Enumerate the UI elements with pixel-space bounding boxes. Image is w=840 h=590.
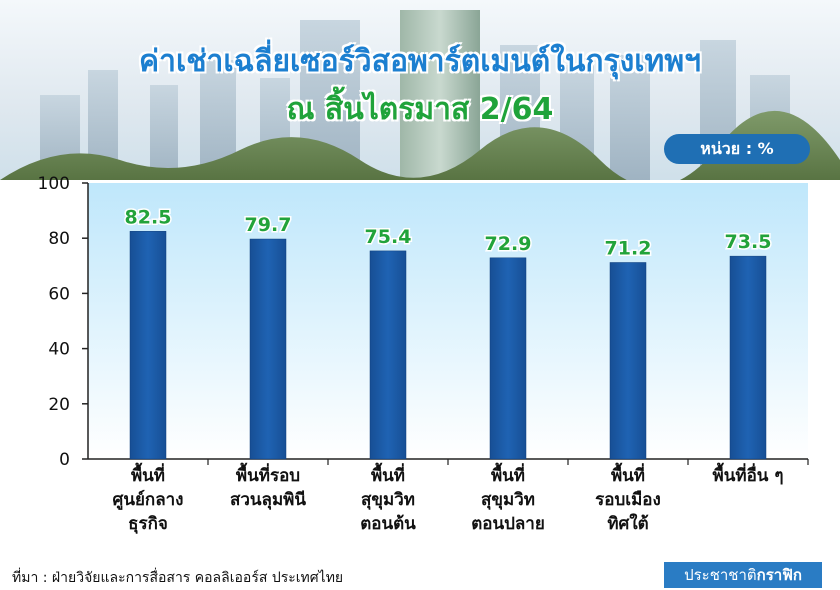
value-label: 72.9 bbox=[485, 233, 532, 255]
unit-badge: หน่วย : % bbox=[664, 134, 810, 164]
y-tick-label: 60 bbox=[48, 284, 70, 304]
x-tick-label: ตอนต้น bbox=[360, 514, 416, 534]
bar bbox=[129, 231, 167, 460]
y-tick-label: 0 bbox=[59, 450, 70, 470]
value-label: 79.7 bbox=[245, 214, 292, 236]
plot-background bbox=[88, 183, 808, 459]
y-tick-label: 40 bbox=[48, 340, 70, 360]
brand-part2: กราฟิก bbox=[756, 566, 802, 584]
brand-logo: ประชาชาติกราฟิก bbox=[664, 562, 822, 588]
x-tick-label: พื้นที่รอบ bbox=[236, 462, 300, 486]
x-tick-label: พื้นที่ bbox=[611, 462, 645, 486]
x-tick-label: ศูนย์กลาง bbox=[113, 489, 184, 511]
x-tick-label: พื้นที่ bbox=[491, 462, 525, 486]
header-banner: ค่าเช่าเฉลี่ยเซอร์วิสอพาร์ตเมนต์ในกรุงเท… bbox=[0, 0, 840, 180]
bar bbox=[609, 262, 647, 460]
bar bbox=[369, 250, 407, 460]
bar bbox=[489, 257, 527, 460]
source-note: ที่มา : ฝ่ายวิจัยและการสื่อสาร คอลลิเออร… bbox=[12, 570, 344, 586]
x-tick-label: พื้นที่อื่น ๆ bbox=[713, 462, 784, 486]
x-tick-label: ทิศใต้ bbox=[607, 513, 648, 534]
x-tick-label: รอบเมือง bbox=[595, 489, 661, 510]
chart-title: ค่าเช่าเฉลี่ยเซอร์วิสอพาร์ตเมนต์ในกรุงเท… bbox=[139, 44, 701, 79]
value-label: 75.4 bbox=[365, 226, 412, 248]
y-tick-label: 80 bbox=[48, 229, 70, 249]
bar bbox=[249, 238, 287, 460]
x-tick-label: สวนลุมพินี bbox=[230, 489, 306, 510]
x-tick-label: พื้นที่ bbox=[371, 462, 405, 486]
brand-part1: ประชาชาติ bbox=[684, 566, 757, 584]
y-tick-label: 20 bbox=[48, 395, 70, 415]
value-label: 73.5 bbox=[725, 231, 772, 253]
bar bbox=[729, 255, 767, 460]
chart-subtitle: ณ สิ้นไตรมาส 2/64 bbox=[286, 92, 554, 127]
x-tick-label: พื้นที่ bbox=[131, 462, 165, 486]
x-tick-label: ธุรกิจ bbox=[128, 514, 168, 534]
x-tick-label: สุขุมวิท bbox=[481, 490, 535, 510]
value-label: 71.2 bbox=[605, 237, 652, 259]
value-label: 82.5 bbox=[125, 206, 172, 228]
x-tick-label: ตอนปลาย bbox=[471, 514, 545, 534]
y-tick-label: 100 bbox=[38, 174, 70, 194]
x-tick-label: สุขุมวิท bbox=[361, 490, 415, 510]
